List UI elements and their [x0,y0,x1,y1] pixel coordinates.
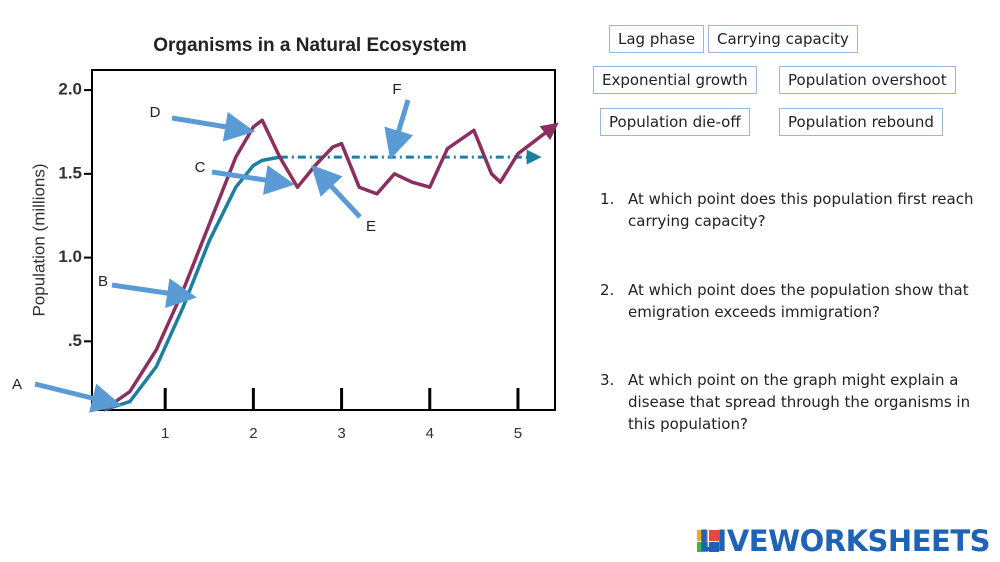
question-text: At which point does the population show … [628,281,969,321]
y-tick-label: .5 [68,331,82,350]
plot-frame [91,69,556,411]
annotation-arrow [384,99,414,160]
word-chip[interactable]: Population rebound [779,108,943,136]
chart-title: Organisms in a Natural Ecosystem [153,35,467,56]
question-text: At which point does this population firs… [628,190,974,230]
annotation-arrow [171,111,255,142]
annotation-arrow [111,278,197,308]
annotation-label: C [195,159,206,176]
question: 2. At which point does the population sho… [600,279,980,323]
word-chip[interactable]: Population overshoot [779,66,956,94]
annotation-arrow [211,165,295,195]
question-number: 1. [600,190,615,208]
question: 1. At which point does this population fi… [600,188,980,232]
x-tick-label: 1 [161,425,169,442]
y-tick-label: 1.0 [58,247,82,266]
annotation-arrow [311,164,362,219]
word-chip[interactable]: Lag phase [609,25,705,53]
y-tick-label: 2.0 [58,80,82,99]
annotation-label: F [392,81,401,98]
data-line [102,155,281,412]
x-tick-label: 5 [514,425,522,442]
x-tick-label: 4 [426,425,434,442]
word-chip[interactable]: Exponential growth [593,66,757,94]
question-text: At which point on the graph might explai… [628,371,971,433]
x-tick-label: 3 [337,425,345,442]
x-tick-label: 2 [249,425,257,442]
logo [697,530,719,552]
word-chip[interactable]: Carrying capacity [708,25,858,53]
brand: LIVEWORKSHEETS [698,524,991,558]
question-number: 3. [600,371,615,389]
word-chip[interactable]: Population die-off [600,108,750,136]
annotation-label: A [12,376,22,393]
question-number: 2. [600,281,615,299]
annotation-label: D [150,104,161,121]
data-line [102,118,559,412]
annotation-arrow [34,381,122,413]
question: 3. At which point on the graph might expl… [600,369,980,435]
annotation-label: E [366,218,376,235]
annotation-label: B [98,273,108,290]
y-tick-label: 1.5 [58,163,82,182]
y-axis-label: Population (millions) [29,163,48,316]
